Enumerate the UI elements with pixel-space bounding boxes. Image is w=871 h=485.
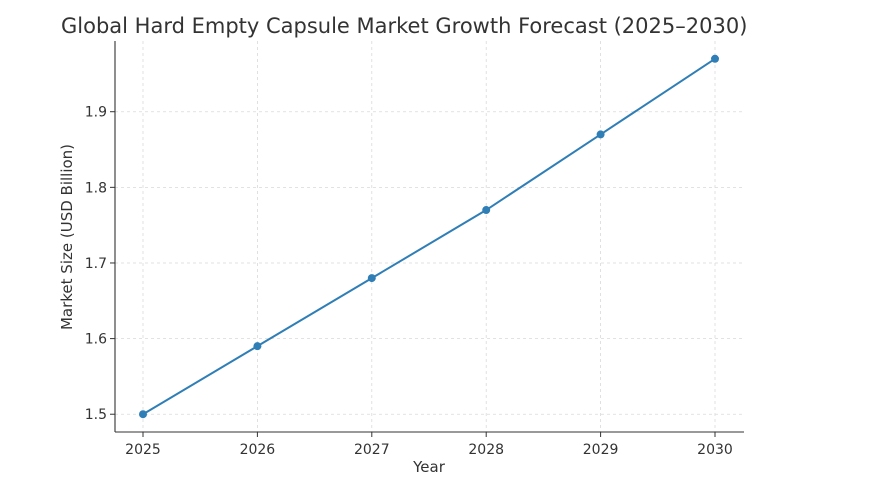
data-point xyxy=(367,274,376,283)
y-tick-label: 1.9 xyxy=(85,105,107,121)
y-tick-label: 1.7 xyxy=(85,256,107,272)
y-tick-label: 1.8 xyxy=(85,180,107,196)
data-point xyxy=(253,342,262,351)
x-tick-label: 2028 xyxy=(468,442,504,458)
series-line xyxy=(142,57,716,416)
y-axis-label: Market Size (USD Billion) xyxy=(58,144,76,330)
data-point xyxy=(139,410,147,419)
x-tick-label: 2027 xyxy=(354,442,390,458)
grid xyxy=(115,41,744,432)
x-axis-label: Year xyxy=(412,458,446,476)
x-tick-label: 2026 xyxy=(240,442,276,458)
x-tick-label: 2030 xyxy=(697,442,733,458)
y-tick-label: 1.5 xyxy=(85,407,107,423)
axes xyxy=(114,41,744,433)
data-point xyxy=(596,130,605,139)
x-tick-label: 2029 xyxy=(583,442,619,458)
data-point xyxy=(482,206,491,215)
series xyxy=(139,54,719,419)
y-tick-label: 1.6 xyxy=(85,332,107,348)
chart-title: Global Hard Empty Capsule Market Growth … xyxy=(61,14,747,38)
data-point xyxy=(711,54,719,63)
ticks: 2025 2026 2027 2028 2029 2030 1.5 1.6 1.7 1.8 1.9 xyxy=(85,105,733,458)
x-tick-label: 2025 xyxy=(125,442,161,458)
